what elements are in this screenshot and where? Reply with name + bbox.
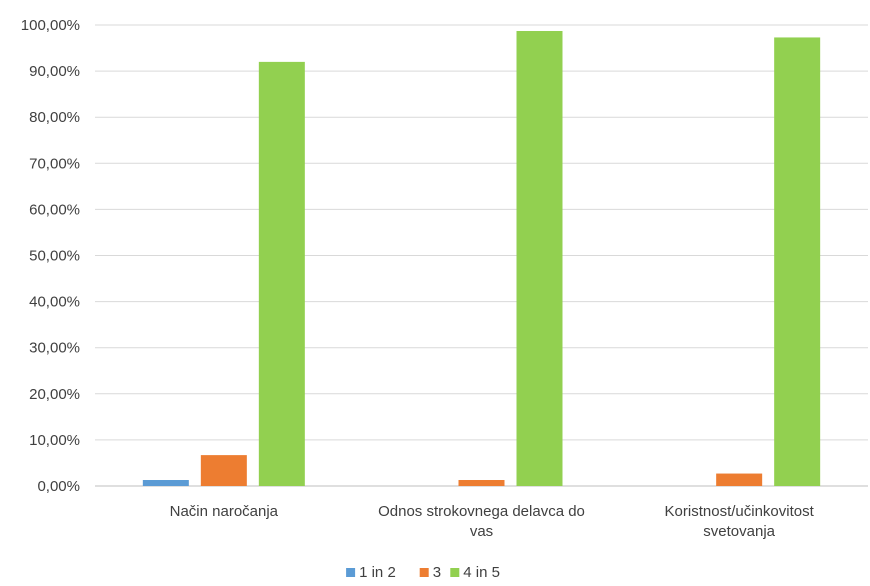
y-axis-ticks: 0,00% 10,00% 20,00% 30,00% 40,00% 50,00% 60,00… xyxy=(21,17,80,495)
y-tick-label: 0,00% xyxy=(37,478,80,495)
y-tick-label: 30,00% xyxy=(29,340,80,357)
y-tick-label: 10,00% xyxy=(29,432,80,449)
x-axis-labels: Način naročanja Odnos strokovnega delavca… xyxy=(170,503,815,540)
legend-swatch xyxy=(419,568,429,577)
bar xyxy=(142,480,189,486)
y-tick-label: 20,00% xyxy=(29,386,80,403)
legend-label: 4 in 5 xyxy=(463,564,500,581)
y-tick-label: 100,00% xyxy=(21,17,80,34)
x-category-label-line: svetovanja xyxy=(703,523,775,540)
y-tick-label: 90,00% xyxy=(29,63,80,80)
legend-swatch xyxy=(450,568,460,577)
bar xyxy=(516,30,563,486)
bars xyxy=(142,30,821,487)
y-tick-label: 40,00% xyxy=(29,294,80,311)
x-category-label-line: Koristnost/učinkovitost xyxy=(665,503,815,520)
y-tick-label: 60,00% xyxy=(29,201,80,218)
legend-label: 1 in 2 xyxy=(359,564,396,581)
legend: 1 in 2 3 4 in 5 xyxy=(346,564,500,581)
x-category-label: Odnos strokovnega delavca do vas xyxy=(378,503,585,540)
bar xyxy=(258,61,305,486)
bar xyxy=(774,37,821,487)
y-tick-label: 50,00% xyxy=(29,248,80,265)
x-category-label: Koristnost/učinkovitost svetovanja xyxy=(665,503,815,540)
legend-label: 3 xyxy=(433,564,441,581)
legend-swatch xyxy=(346,568,356,577)
y-tick-label: 80,00% xyxy=(29,109,80,126)
y-tick-label: 70,00% xyxy=(29,155,80,172)
x-category-label-line: Odnos strokovnega delavca do xyxy=(378,503,585,520)
x-category-label-line: vas xyxy=(470,523,493,540)
x-category-label-line: Način naročanja xyxy=(170,503,279,520)
bar xyxy=(716,473,763,486)
bar xyxy=(200,455,247,486)
gridlines xyxy=(95,24,868,487)
bar xyxy=(458,480,505,486)
x-category-label: Način naročanja xyxy=(170,503,279,520)
